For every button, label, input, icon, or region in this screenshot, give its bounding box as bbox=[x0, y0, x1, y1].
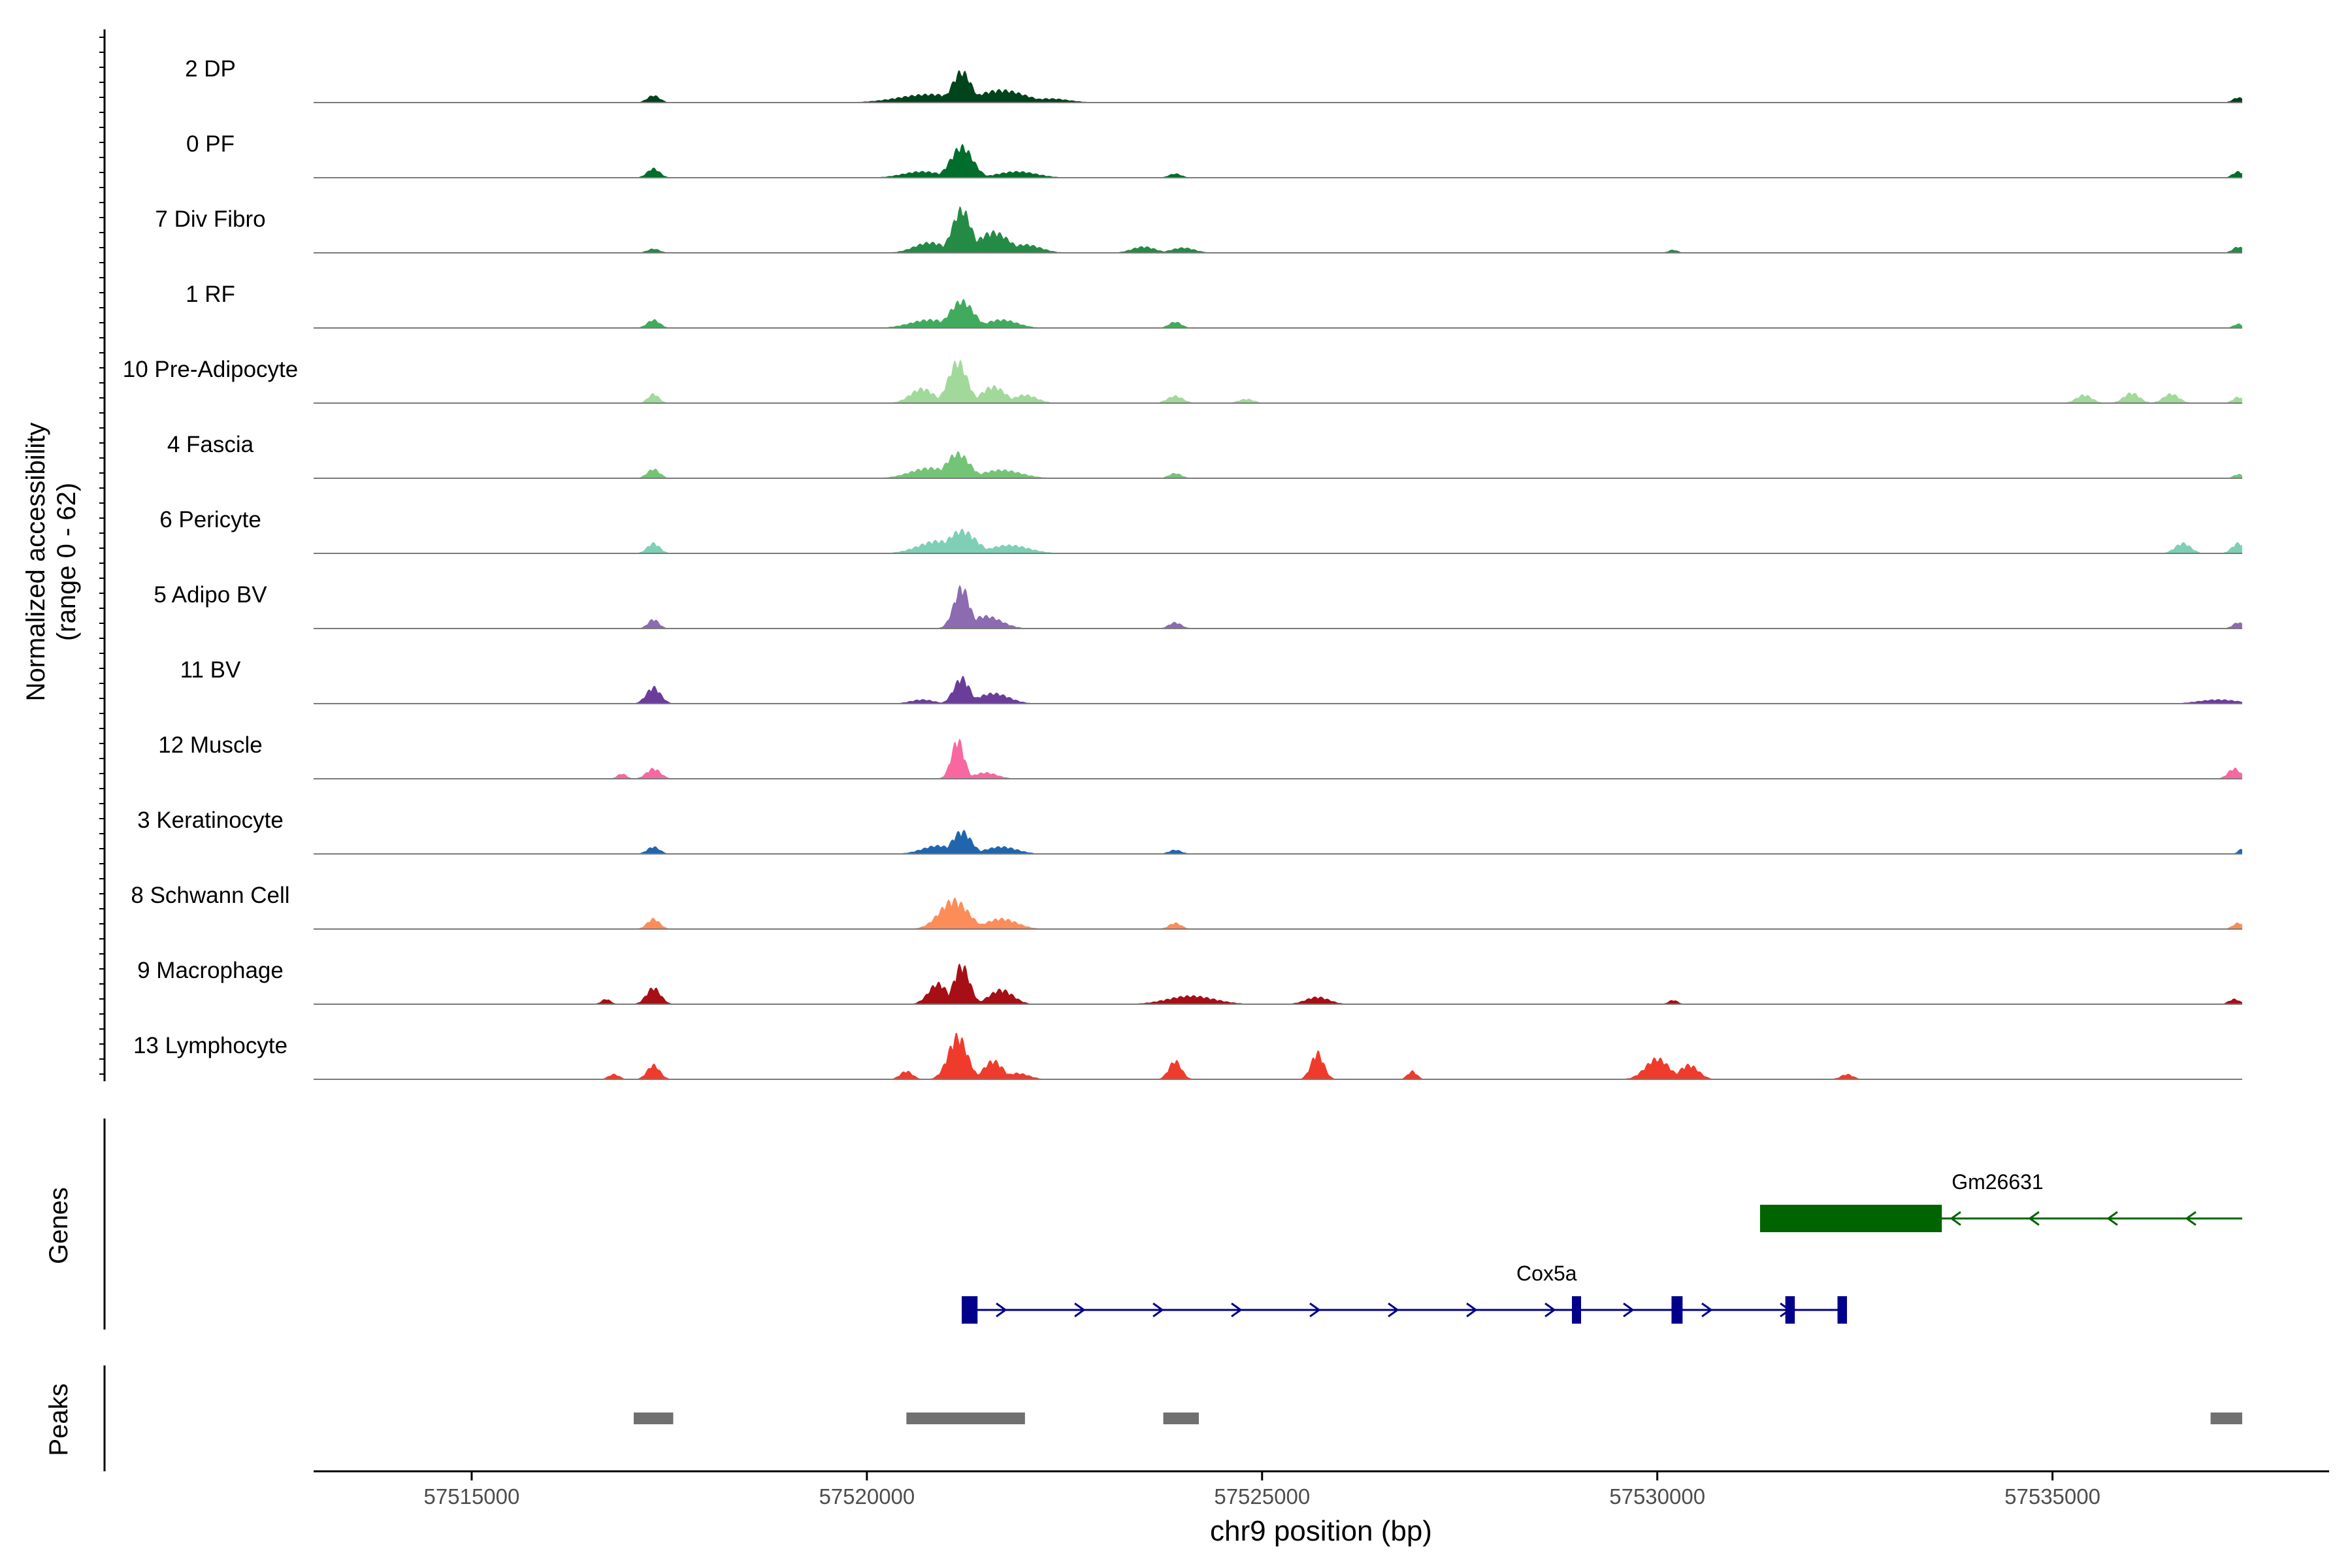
x-tick-label: 57520000 bbox=[819, 1484, 915, 1509]
coverage-area bbox=[314, 70, 2242, 103]
coverage-track: 11 BV bbox=[180, 657, 2242, 704]
coverage-area bbox=[314, 676, 2242, 704]
coverage-track: 4 Fascia bbox=[167, 432, 2242, 479]
x-tick-label: 57525000 bbox=[1214, 1484, 1310, 1509]
track-label: 9 Macrophage bbox=[137, 958, 284, 983]
y-axis bbox=[99, 29, 106, 1081]
coverage-tracks: 2 DP 0 PF 7 Div Fibro 1 RF 10 Pre-Adipocyte 4… bbox=[123, 56, 2242, 1080]
strand-chevron bbox=[1074, 1302, 1086, 1318]
track-label: 3 Keratinocyte bbox=[137, 808, 284, 833]
coverage-track: 6 Pericyte bbox=[159, 507, 2242, 554]
x-tick-label: 57535000 bbox=[2004, 1484, 2100, 1509]
gene-exon bbox=[1785, 1296, 1795, 1324]
coverage-area bbox=[314, 299, 2242, 328]
coverage-track: 12 Muscle bbox=[158, 732, 2242, 779]
y-axis-label: Normalized accessibility bbox=[22, 423, 50, 702]
track-label: 4 Fascia bbox=[167, 432, 254, 457]
coverage-track: 5 Adipo BV bbox=[154, 582, 2242, 629]
coverage-area bbox=[314, 1032, 2242, 1079]
coverage-area bbox=[314, 143, 2242, 178]
y-axis-sublabel: (range 0 - 62) bbox=[52, 483, 81, 641]
strand-chevron bbox=[2185, 1211, 2197, 1226]
coverage-track: 3 Keratinocyte bbox=[137, 808, 2242, 855]
coverage-track: 9 Macrophage bbox=[137, 958, 2242, 1005]
strand-chevron bbox=[1701, 1302, 1713, 1318]
coverage-track: 8 Schwann Cell bbox=[131, 883, 2242, 930]
strand-chevron bbox=[1544, 1302, 1556, 1318]
coverage-area bbox=[314, 963, 2242, 1004]
peaks-panel-label: Peaks bbox=[44, 1383, 73, 1456]
gene-exon bbox=[962, 1296, 978, 1324]
coverage-area bbox=[314, 206, 2242, 253]
coverage-area bbox=[314, 360, 2242, 403]
gene-exon bbox=[1837, 1296, 1848, 1324]
coverage-track: 2 DP bbox=[185, 56, 2242, 103]
strand-chevron bbox=[1950, 1211, 1961, 1226]
x-tick-label: 57530000 bbox=[1609, 1484, 1705, 1509]
track-label: 0 PF bbox=[186, 131, 235, 157]
track-label: 11 BV bbox=[180, 657, 241, 683]
peak-region bbox=[906, 1413, 1025, 1424]
strand-chevron bbox=[1388, 1302, 1399, 1318]
track-label: 1 RF bbox=[186, 282, 235, 307]
coverage-area bbox=[314, 898, 2242, 929]
coverage-track: 13 Lymphocyte bbox=[133, 1032, 2242, 1080]
coverage-area bbox=[314, 451, 2242, 478]
genes-panel-label: Genes bbox=[44, 1187, 73, 1264]
gene-model: Gm26631 bbox=[1759, 1170, 2242, 1232]
genes-panel: Gm26631 Cox5a bbox=[103, 1119, 2242, 1330]
track-label: 13 Lymphocyte bbox=[133, 1033, 287, 1058]
x-axis: 57515000 57520000 57525000 57530000 57535000 bbox=[314, 1470, 2329, 1509]
gene-label: Cox5a bbox=[1516, 1262, 1577, 1285]
x-tick-label: 57515000 bbox=[424, 1484, 520, 1509]
peak-region bbox=[633, 1413, 674, 1424]
coverage-area bbox=[314, 584, 2242, 629]
coverage-track: 1 RF bbox=[186, 282, 2242, 329]
gene-exon bbox=[1671, 1296, 1683, 1324]
strand-chevron bbox=[1623, 1302, 1635, 1318]
gene-exon bbox=[1572, 1296, 1582, 1324]
peaks-panel bbox=[103, 1365, 2242, 1471]
strand-chevron bbox=[2106, 1211, 2118, 1226]
strand-chevron bbox=[1231, 1302, 1243, 1318]
track-label: 2 DP bbox=[185, 56, 236, 82]
gene-model: Cox5a bbox=[962, 1262, 1848, 1324]
track-label: 10 Pre-Adipocyte bbox=[123, 357, 298, 382]
gene-exon bbox=[1759, 1205, 1942, 1232]
track-label: 12 Muscle bbox=[158, 732, 263, 758]
peak-region bbox=[2210, 1413, 2242, 1424]
track-label: 8 Schwann Cell bbox=[131, 883, 289, 908]
coverage-track: 10 Pre-Adipocyte bbox=[123, 357, 2242, 404]
strand-chevron bbox=[996, 1302, 1007, 1318]
coverage-area bbox=[314, 528, 2242, 553]
track-label: 5 Adipo BV bbox=[154, 582, 267, 608]
coverage-area bbox=[314, 830, 2242, 854]
strand-chevron bbox=[2028, 1211, 2040, 1226]
coverage-area bbox=[314, 738, 2242, 779]
coverage-track: 0 PF bbox=[186, 131, 2242, 178]
x-axis-label: chr9 position (bp) bbox=[1210, 1515, 1432, 1547]
peak-region bbox=[1163, 1413, 1199, 1424]
strand-chevron bbox=[1152, 1302, 1164, 1318]
strand-chevron bbox=[1466, 1302, 1478, 1318]
strand-chevron bbox=[1309, 1302, 1321, 1318]
track-label: 7 Div Fibro bbox=[155, 206, 265, 232]
coverage-track: 7 Div Fibro bbox=[155, 206, 2242, 253]
gene-label: Gm26631 bbox=[1952, 1170, 2044, 1194]
track-label: 6 Pericyte bbox=[159, 507, 261, 532]
